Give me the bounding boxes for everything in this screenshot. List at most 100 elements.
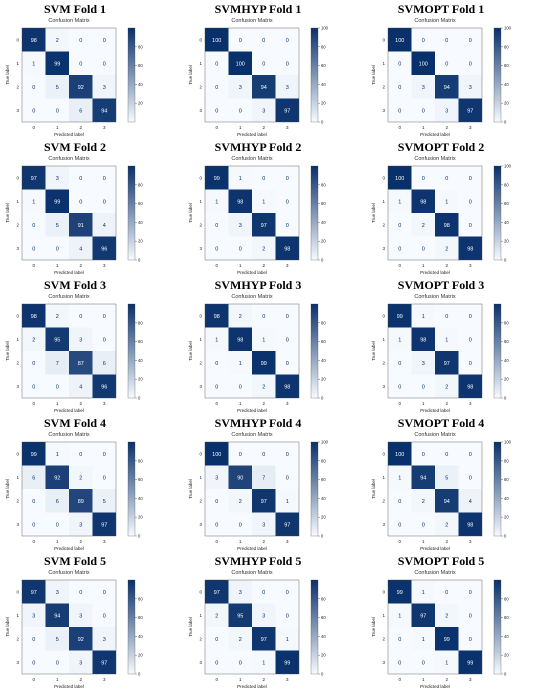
cell-value-label: 1 [215, 199, 218, 205]
chart-title: Confusion Matrix [231, 432, 273, 438]
cell-value-label: 0 [239, 246, 242, 252]
cell-value-label: 3 [286, 85, 289, 91]
cell-value-label: 94 [420, 475, 426, 481]
matrix-cell [228, 327, 252, 351]
colorbar-tick-label: 0 [138, 534, 141, 539]
matrix-frame [204, 165, 300, 261]
y-axis-label: True label [371, 479, 376, 499]
matrix-cell [275, 465, 299, 489]
colorbar-tick-label: 40 [504, 82, 509, 87]
matrix-cell [228, 51, 252, 75]
matrix-cell [92, 236, 116, 260]
colorbar-tick-label: 0 [138, 672, 141, 677]
cell-value-label: 0 [422, 108, 425, 114]
x-tick-label: 2 [262, 677, 265, 682]
matrix-cell [411, 51, 435, 75]
matrix-cell [205, 189, 229, 213]
cell-value-label: 0 [262, 452, 265, 458]
matrix-cell [388, 51, 412, 75]
cell-value-label: 92 [78, 637, 84, 643]
x-tick-label: 1 [239, 401, 242, 406]
cell-value-label: 0 [398, 85, 401, 91]
matrix-cell [228, 166, 252, 190]
cell-value-label: 0 [79, 176, 82, 182]
x-tick-label: 3 [286, 539, 289, 544]
cell-value-label: 97 [284, 522, 290, 528]
cell-value-label: 97 [261, 223, 267, 229]
matrix-cell [275, 374, 299, 398]
cell-value-label: 0 [398, 384, 401, 390]
cell-value-label: 2 [262, 246, 265, 252]
x-tick-label: 0 [398, 263, 401, 268]
matrix-cell [252, 650, 276, 674]
fold-title: SVMOPT Fold 3 [397, 278, 485, 292]
chart-title: Confusion Matrix [414, 156, 456, 162]
matrix-cell [205, 465, 229, 489]
cell-value-label: 94 [444, 85, 450, 91]
cell-value-label: 0 [79, 314, 82, 320]
cell-value-label: 5 [56, 637, 59, 643]
matrix-cell [22, 166, 46, 190]
y-tick-label: 0 [16, 175, 19, 180]
matrix-cell [22, 28, 46, 52]
x-axis-label: Predicted label [420, 408, 450, 413]
cell-value-label: 0 [286, 361, 289, 367]
cell-value-label: 98 [467, 246, 473, 252]
cell-value-label: 3 [56, 176, 59, 182]
matrix-cell [458, 28, 482, 52]
matrix-cell [458, 75, 482, 99]
colorbar-tick-label: 80 [504, 596, 509, 601]
cell-value-label: 6 [32, 475, 35, 481]
matrix-cell [458, 236, 482, 260]
colorbar [310, 165, 319, 261]
cell-value-label: 0 [79, 590, 82, 596]
cell-value-label: 2 [239, 314, 242, 320]
cell-value-label: 0 [215, 246, 218, 252]
matrix-cell [69, 75, 93, 99]
cell-value-label: 0 [469, 475, 472, 481]
cell-value-label: 100 [395, 38, 404, 44]
matrix-cell [205, 51, 229, 75]
matrix-cell [69, 351, 93, 375]
matrix-cell [22, 304, 46, 328]
fold-title: SVMHYP Fold 4 [214, 416, 302, 430]
cell-value-label: 98 [284, 246, 290, 252]
matrix-cell [435, 166, 459, 190]
cell-value-label: 89 [78, 499, 84, 505]
matrix-cell [411, 489, 435, 513]
colorbar [493, 303, 502, 399]
matrix-cell [458, 351, 482, 375]
colorbar-tick-label: 40 [138, 496, 143, 501]
matrix-cell [275, 189, 299, 213]
cell-value-label: 97 [261, 637, 267, 643]
cell-value-label: 1 [398, 337, 401, 343]
matrix-cell [92, 465, 116, 489]
matrix-cell [92, 213, 116, 237]
cell-value-label: 4 [79, 384, 82, 390]
matrix-cell [435, 580, 459, 604]
cell-value-label: 0 [422, 176, 425, 182]
colorbar-tick-label: 0 [321, 672, 324, 677]
y-tick-label: 2 [16, 498, 19, 503]
chart-title: Confusion Matrix [231, 294, 273, 300]
matrix-cell [92, 580, 116, 604]
colorbar-tick-label: 0 [321, 120, 324, 125]
confusion-matrix-panel: SVMOPT Fold 4 Confusion Matrix 100 0 0 0 1 94 5 0… [366, 414, 549, 552]
cell-value-label: 3 [262, 108, 265, 114]
y-tick-label: 0 [382, 589, 385, 594]
cell-value-label: 0 [445, 61, 448, 67]
x-tick-label: 2 [445, 539, 448, 544]
cell-value-label: 3 [239, 85, 242, 91]
x-tick-label: 3 [286, 401, 289, 406]
y-tick-label: 0 [16, 37, 19, 42]
matrix-cell [275, 304, 299, 328]
y-tick-label: 2 [199, 84, 202, 89]
x-tick-label: 2 [445, 263, 448, 268]
cell-value-label: 96 [101, 384, 107, 390]
x-tick-label: 2 [79, 125, 82, 130]
cell-value-label: 2 [79, 475, 82, 481]
y-tick-label: 0 [382, 175, 385, 180]
cell-value-label: 0 [103, 337, 106, 343]
cell-value-label: 0 [56, 660, 59, 666]
